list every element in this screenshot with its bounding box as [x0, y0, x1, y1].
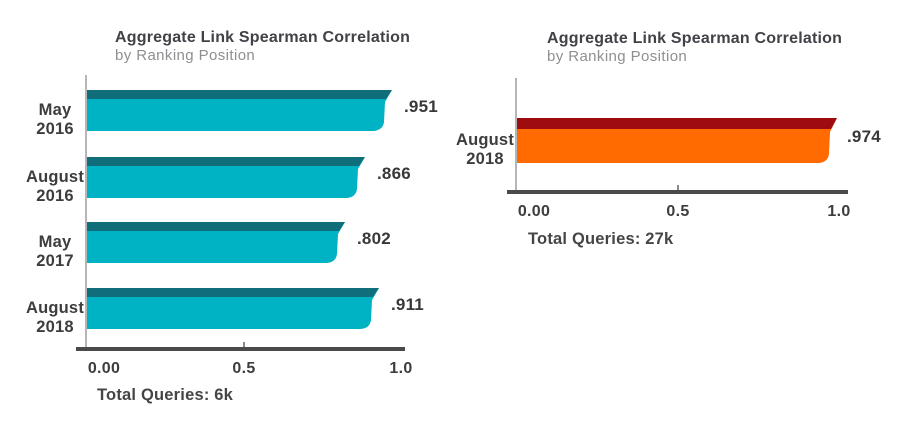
category-label-august-2016: August 2016: [25, 168, 85, 205]
x-tick-label: 1.0: [827, 203, 851, 220]
bar-top-shade: [87, 288, 379, 297]
category-label-august-2018: August 2018: [25, 299, 85, 336]
category-label-august-2018: August 2018: [455, 131, 515, 168]
value-label-may-2017: .802: [357, 228, 391, 248]
bar-body: [517, 118, 837, 163]
value-label-august-2018: .974: [847, 126, 881, 146]
bar-body: [87, 288, 379, 329]
bar-body: [87, 157, 365, 198]
x-axis-line: [507, 190, 848, 194]
total-queries-caption: Total Queries: 27k: [528, 230, 674, 248]
chart-title: Aggregate Link Spearman Correlation: [547, 30, 843, 47]
bar-may-2016: [87, 90, 392, 131]
x-tick-label: 0.5: [232, 360, 256, 377]
x-tick-label: 1.0: [389, 360, 413, 377]
x-axis-tick: [677, 185, 679, 190]
category-label-may-2016: May 2016: [36, 101, 74, 138]
value-label-august-2018: .911: [391, 294, 424, 314]
category-label-may-2017: May 2017: [36, 233, 74, 270]
bar-body: [87, 222, 345, 263]
bar-top-shade: [517, 118, 837, 129]
bar-top-shade: [87, 157, 365, 166]
x-tick-label: 0.00: [517, 203, 551, 220]
y-axis-line: [515, 78, 517, 190]
chart-title: Aggregate Link Spearman Correlation: [115, 29, 411, 46]
bar-body: [87, 90, 392, 131]
bar-top-shade: [87, 90, 392, 99]
x-tick-label: 0.5: [666, 203, 690, 220]
value-label-may-2016: .951: [404, 96, 438, 116]
chart-subtitle: by Ranking Position: [547, 48, 688, 65]
chart-subtitle: by Ranking Position: [115, 47, 256, 64]
bar-may-2017: [87, 222, 345, 263]
x-tick-label: 0.00: [87, 360, 121, 377]
bar-august-2018: [517, 118, 837, 163]
value-label-august-2016: .866: [377, 163, 411, 183]
y-axis-line: [85, 75, 87, 347]
x-axis-line: [76, 347, 405, 351]
x-axis-tick: [243, 342, 245, 347]
bar-august-2016: [87, 157, 365, 198]
total-queries-caption: Total Queries: 6k: [97, 386, 234, 404]
bar-top-shade: [87, 222, 345, 231]
bar-august-2018: [87, 288, 379, 329]
